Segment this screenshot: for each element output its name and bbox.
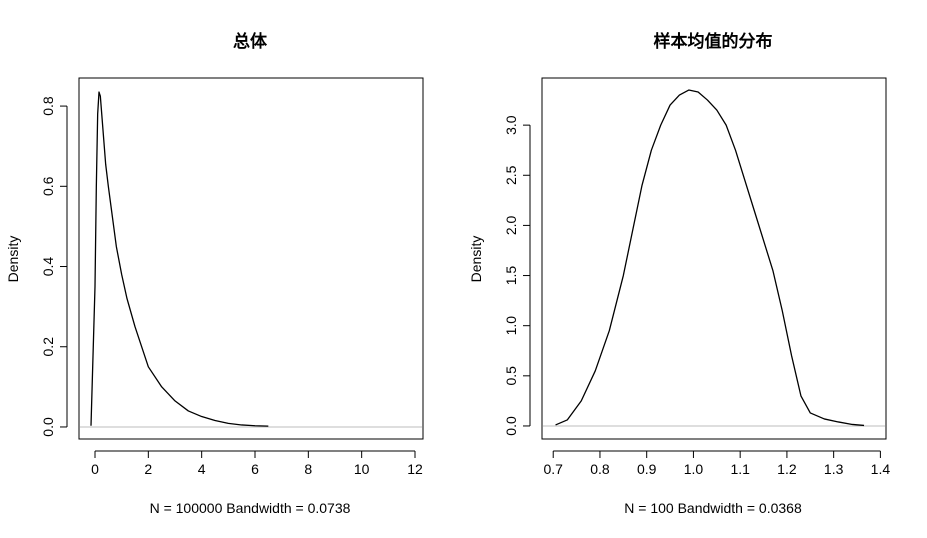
- sample-mean-density-curve: [555, 89, 865, 427]
- population-x-axis: 0 2 4 6 8 10 12: [91, 450, 423, 477]
- population-density-curve: [90, 91, 269, 427]
- population-y-axis-label: Density: [5, 236, 21, 283]
- population-x-tick-label: 2: [144, 461, 152, 477]
- sample-mean-x-axis-label: N = 100 Bandwidth = 0.0368: [624, 500, 802, 516]
- sample-mean-y-tick-label: 0.5: [503, 366, 519, 386]
- population-y-tick-label: 0.6: [40, 176, 56, 196]
- population-x-axis-label: N = 100000 Bandwidth = 0.0738: [150, 500, 351, 516]
- sample-mean-y-tick-label: 2.0: [503, 215, 519, 235]
- sample-mean-x-tick-label: 1.3: [824, 461, 844, 477]
- population-y-tick-label: 0.4: [40, 257, 56, 277]
- population-y-tick-label: 0.8: [40, 96, 56, 116]
- sample-mean-x-tick-label: 1.0: [684, 461, 704, 477]
- population-y-tick-label: 0.0: [40, 417, 56, 437]
- sample-mean-x-axis: 0.7 0.8 0.9 1.0 1.1 1.2 1.3 1.4: [543, 450, 891, 477]
- population-x-tick-label: 8: [304, 461, 312, 477]
- sample-mean-y-axis: 0.0 0.5 1.0 1.5 2.0 2.5 3.0: [503, 115, 531, 436]
- sample-mean-y-tick-label: 0.0: [503, 416, 519, 436]
- panel-population: 总体 0 2 4 6 8 10 12 0.0 0.2 0.4 0.6 0.8 N = 100000 …: [5, 31, 424, 516]
- population-x-tick-label: 0: [91, 461, 99, 477]
- sample-mean-x-tick-label: 1.4: [871, 461, 891, 477]
- population-x-tick-label: 12: [407, 461, 423, 477]
- sample-mean-plot-frame: [541, 77, 887, 440]
- sample-mean-x-tick-label: 1.1: [730, 461, 750, 477]
- sample-mean-x-tick-label: 1.2: [777, 461, 797, 477]
- population-x-tick-label: 6: [251, 461, 259, 477]
- population-plot-frame: [78, 77, 424, 440]
- sample-mean-y-axis-label: Density: [468, 236, 484, 283]
- sample-mean-y-tick-label: 2.5: [503, 165, 519, 185]
- sample-mean-x-tick-label: 0.7: [543, 461, 563, 477]
- sample-mean-x-tick-label: 0.9: [637, 461, 657, 477]
- sample-mean-y-tick-label: 1.5: [503, 266, 519, 286]
- panel-sample-mean: 样本均值的分布 0.7 0.8 0.9 1.0 1.1 1.2 1.3 1.4 0.0 0.5 1…: [468, 31, 890, 516]
- population-y-tick-label: 0.2: [40, 337, 56, 357]
- population-y-axis: 0.0 0.2 0.4 0.6 0.8: [40, 96, 68, 437]
- population-title: 总体: [233, 31, 268, 52]
- population-x-tick-label: 4: [198, 461, 206, 477]
- population-x-tick-label: 10: [354, 461, 370, 477]
- sample-mean-y-tick-label: 1.0: [503, 316, 519, 336]
- sample-mean-title: 样本均值的分布: [654, 31, 773, 52]
- sample-mean-y-tick-label: 3.0: [503, 115, 519, 135]
- sample-mean-x-tick-label: 0.8: [590, 461, 610, 477]
